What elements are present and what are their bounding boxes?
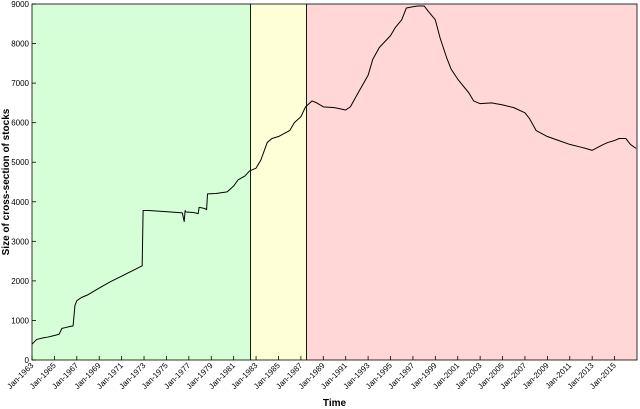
y-axis: 0 1000 2000 3000 4000 5000 6000 7000 8000 9000 [11, 0, 36, 365]
x-axis: Jan-1963Jan-1965Jan-1967Jan-1969Jan-1971… [5, 356, 618, 391]
y-tick-label: 5000 [11, 158, 29, 167]
y-tick-label: 6000 [11, 119, 29, 128]
y-tick-label: 3000 [11, 237, 29, 246]
y-tick-label: 4000 [11, 198, 29, 207]
series-group [31, 5, 637, 345]
y-tick-label: 7000 [11, 79, 29, 88]
plot-frame [31, 3, 638, 361]
y-tick-label: 9000 [11, 0, 29, 9]
shaded-regions [32, 4, 637, 360]
region-3 [306, 4, 637, 360]
region-2 [250, 4, 307, 360]
region-1 [32, 4, 251, 360]
y-tick-label: 2000 [11, 277, 29, 286]
series-line-1 [31, 5, 637, 345]
y-tick-label: 0 [25, 356, 30, 365]
region-dividers [250, 4, 307, 360]
y-tick-label: 8000 [11, 40, 29, 49]
y-tick-label: 1000 [11, 316, 29, 325]
x-axis-label: Time [323, 398, 347, 409]
y-axis-label: Size of cross-section of stocks [1, 108, 12, 255]
